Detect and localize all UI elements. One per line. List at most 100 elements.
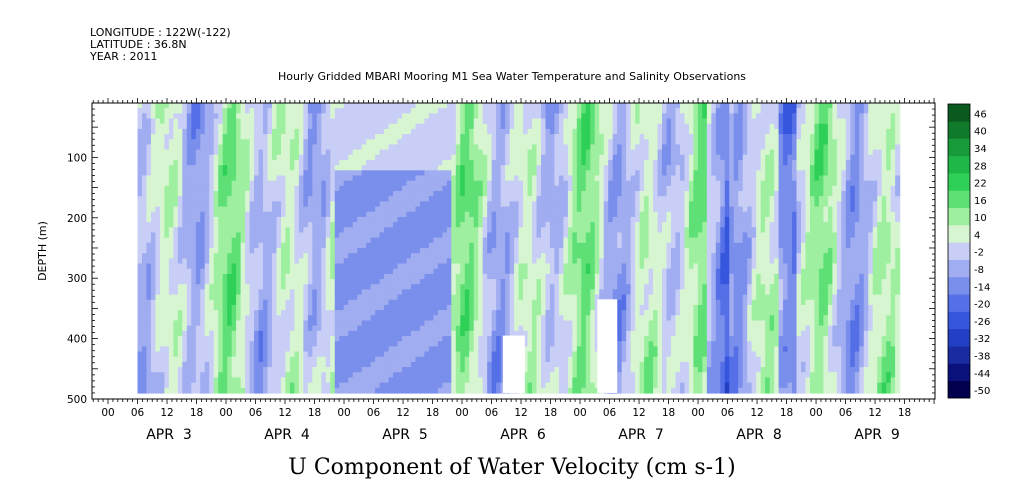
heatmap-cell [397,103,403,109]
heatmap-cell [451,154,457,161]
heatmap-cell [402,185,408,192]
heatmap-cell [222,108,228,114]
heatmap-cell [473,273,479,280]
heatmap-cell [496,108,502,114]
heatmap-cell [343,216,349,223]
heatmap-cell [523,273,529,280]
heatmap-cell [150,372,157,379]
heatmap-cell [388,377,394,384]
heatmap-cell [532,113,538,120]
heatmap-cell [410,165,417,171]
heatmap-cell [532,336,538,342]
heatmap-cell [402,123,408,130]
heatmap-cell [137,320,143,327]
heatmap-cell [424,170,430,177]
heatmap-cell [464,253,470,259]
heatmap-cell [285,351,291,358]
heatmap-cell [218,180,224,187]
heatmap-cell [487,279,493,285]
heatmap-cell [227,154,233,161]
heatmap-cell [334,144,340,151]
heatmap-cell [527,118,533,125]
heatmap-cell [258,258,264,265]
heatmap-cell [419,185,426,192]
heatmap-cell [146,361,152,368]
heatmap-cell [204,185,210,192]
heatmap-cell [370,165,376,171]
heatmap-cell [361,139,367,146]
heatmap-cell [361,180,367,187]
heatmap-cell [406,134,412,140]
heatmap-cell [339,227,345,234]
heatmap-cell [446,232,452,239]
heatmap-cell [469,247,475,254]
heatmap-cell [222,191,228,197]
heatmap-cell [276,346,282,353]
heatmap-cell [316,206,322,213]
heatmap-cell [267,237,273,244]
heatmap-cell [321,128,327,135]
heatmap-cell [339,103,345,109]
heatmap-cell [182,299,188,306]
heatmap-cell [276,341,282,347]
heatmap-cell [236,103,242,109]
heatmap-cell [263,336,269,342]
heatmap-cell [505,103,511,109]
heatmap-cell [424,113,430,120]
heatmap-cell [209,165,215,171]
heatmap-cell [200,242,206,249]
heatmap-cell [276,191,282,197]
heatmap-cell [168,211,174,218]
heatmap-cell [285,382,291,389]
heatmap-cell [240,123,246,130]
heatmap-cell [523,191,529,197]
heatmap-cell [222,268,228,275]
heatmap-cell [240,211,246,218]
heatmap-cell [410,216,417,223]
heatmap-cell [482,159,488,166]
heatmap-cell [249,263,255,270]
heatmap-cell [298,185,304,192]
heatmap-cell [442,242,448,249]
heatmap-cell [366,289,372,296]
heatmap-cell [478,123,484,130]
heatmap-cell [487,227,493,234]
heatmap-cell [433,159,439,166]
heatmap-cell [209,263,215,270]
heatmap-cell [150,382,157,389]
heatmap-cell [222,372,228,379]
heatmap-cell [361,113,367,120]
heatmap-cell [437,201,443,208]
heatmap-cell [402,387,408,394]
heatmap-cell [410,149,417,156]
heatmap-cell [240,159,246,166]
heatmap-cell [410,232,417,239]
heatmap-cell [325,284,331,290]
heatmap-cell [352,320,358,327]
heatmap-cell [424,268,430,275]
heatmap-cell [249,159,255,166]
heatmap-cell [249,113,255,120]
heatmap-cell [469,185,475,192]
heatmap-cell [388,154,394,161]
heatmap-cell [473,216,479,223]
heatmap-cell [240,149,246,156]
heatmap-cell [339,372,345,379]
heatmap-cell [464,149,470,156]
heatmap-cell [258,134,264,140]
heatmap-cell [200,227,206,234]
heatmap-cell [289,108,296,114]
heatmap-cell [375,361,381,368]
heatmap-cell [164,279,170,285]
heatmap-cell [437,159,443,166]
heatmap-cell [523,170,529,177]
heatmap-cell [307,227,313,234]
heatmap-cell [236,294,242,301]
heatmap-cell [433,310,439,316]
heatmap-cell [240,128,246,135]
heatmap-cell [393,227,399,234]
heatmap-cell [267,139,273,146]
heatmap-cell [402,330,408,337]
heatmap-cell [150,175,157,182]
heatmap-cell [469,242,475,249]
